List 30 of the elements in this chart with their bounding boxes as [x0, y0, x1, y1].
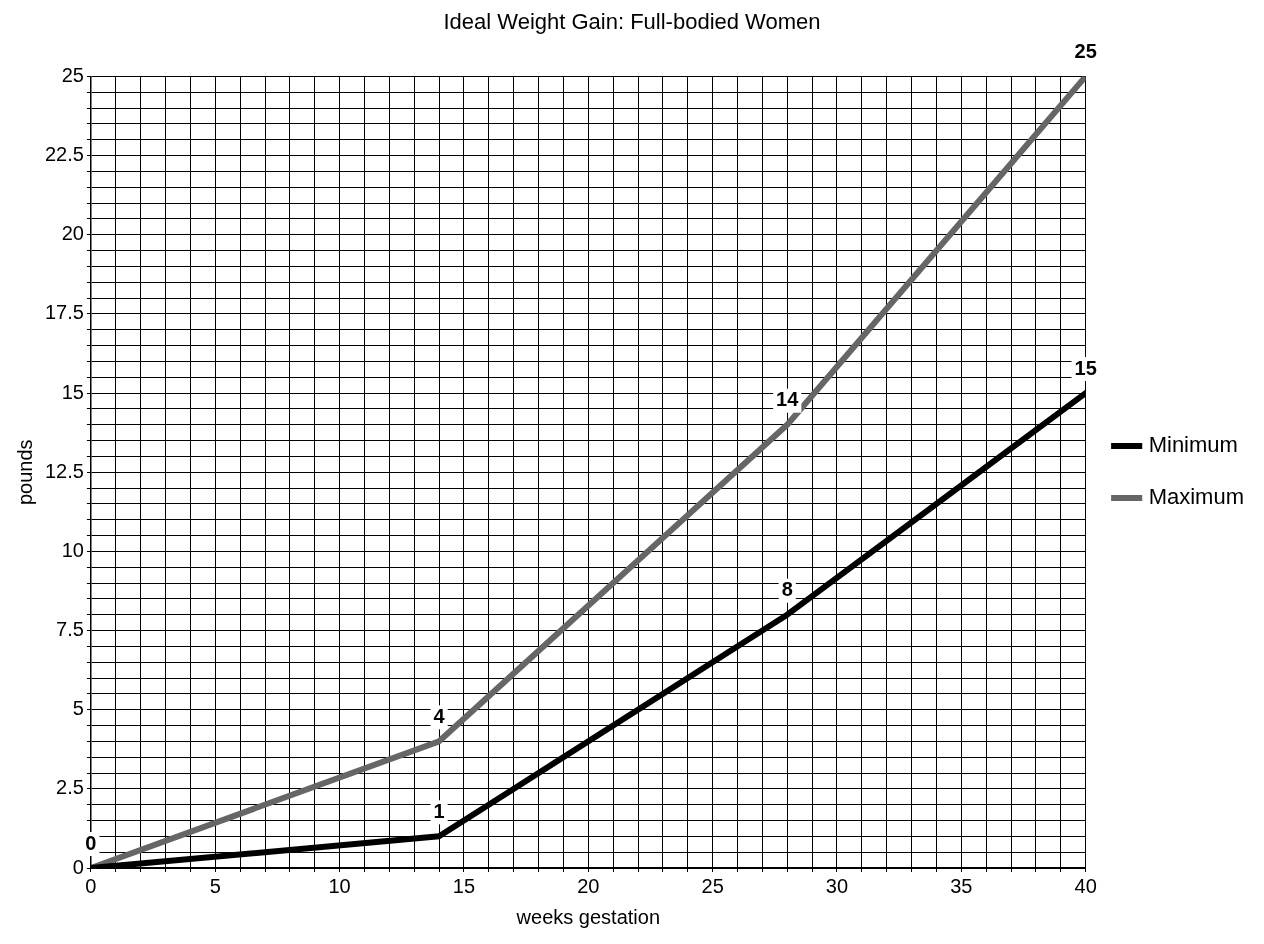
data-label: 25 [1074, 39, 1097, 62]
y-tick-label: 5 [72, 697, 84, 720]
x-tick-label: 5 [209, 874, 221, 897]
y-tick-label: 15 [61, 380, 84, 403]
y-tick-label: 25 [61, 63, 84, 86]
y-tick-label: 0 [72, 855, 84, 878]
y-tick-label: 17.5 [44, 301, 84, 324]
y-tick-label: 7.5 [56, 618, 84, 641]
y-tick-label: 22.5 [44, 143, 84, 166]
data-label: 4 [433, 704, 446, 727]
data-label: 8 [781, 578, 793, 601]
y-axis-title: pounds [13, 439, 36, 506]
x-tick-label: 30 [825, 874, 849, 897]
legend-label: Minimum [1148, 432, 1238, 458]
x-tick-label: 20 [577, 874, 600, 897]
y-tick-label: 12.5 [44, 459, 84, 482]
x-tick-label: 35 [950, 874, 973, 897]
x-tick-label: 25 [701, 874, 724, 897]
y-tick-label: 20 [61, 222, 84, 245]
y-tick-label: 2.5 [56, 776, 84, 799]
x-axis-title: weeks gestation [515, 905, 661, 928]
legend-label: Maximum [1148, 484, 1245, 510]
y-tick-label: 10 [61, 538, 84, 561]
data-label: 15 [1074, 356, 1097, 379]
x-tick-label: 40 [1074, 874, 1097, 897]
data-label: 1 [433, 799, 445, 822]
x-tick-label: 15 [452, 874, 476, 897]
x-tick-label: 10 [328, 874, 351, 897]
data-label: 14 [776, 388, 800, 411]
chart-title: Ideal Weight Gain: Full-bodied Women [443, 9, 821, 35]
